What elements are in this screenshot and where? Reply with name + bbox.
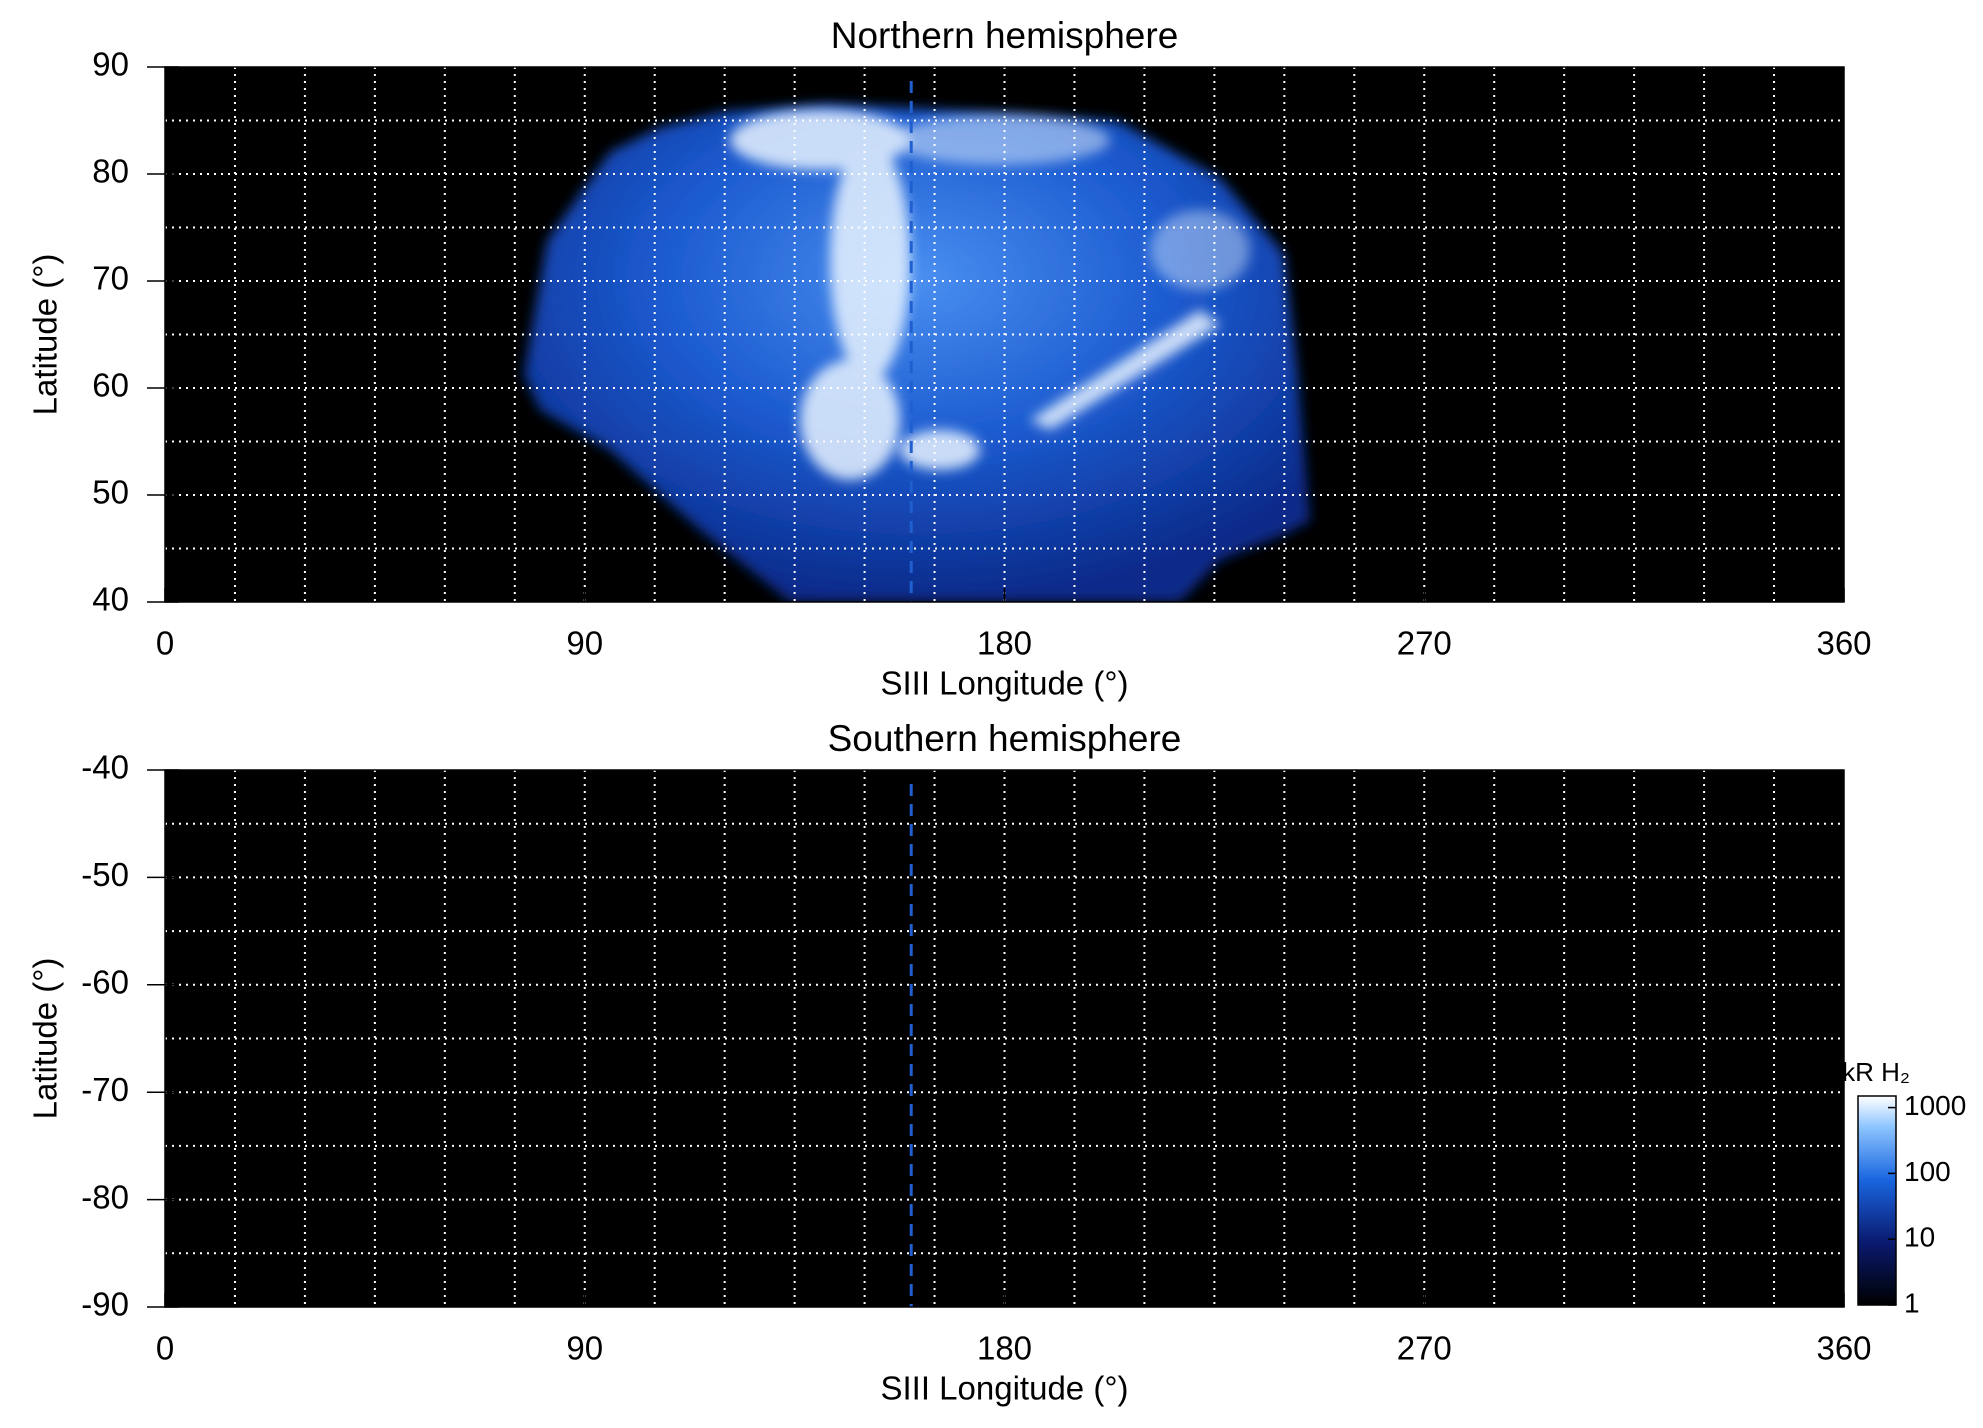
x-tick-label: 360 xyxy=(1816,1330,1871,1367)
y-axis-label: Latitude (°) xyxy=(27,254,64,416)
y-tick-label: 80 xyxy=(92,153,129,190)
y-tick-label: 40 xyxy=(92,581,129,618)
x-tick-label: 90 xyxy=(566,1330,603,1367)
colorbar-label: kR H₂ xyxy=(1842,1057,1910,1087)
y-tick-label: -90 xyxy=(81,1286,129,1323)
colorbar xyxy=(1857,1095,1897,1306)
x-tick-label: 270 xyxy=(1397,1330,1452,1367)
x-tick-label: 90 xyxy=(566,625,603,662)
x-tick-label: 180 xyxy=(977,625,1032,662)
y-tick-label: 90 xyxy=(92,46,129,83)
y-tick-label: -60 xyxy=(81,964,129,1001)
x-tick-label: 0 xyxy=(156,1330,174,1367)
colorbar-tick-label: 10 xyxy=(1904,1222,1935,1253)
y-tick-label: -50 xyxy=(81,856,129,893)
x-tick-label: 180 xyxy=(977,1330,1032,1367)
colorbar-tick-label: 100 xyxy=(1904,1156,1951,1187)
y-tick-label: -70 xyxy=(81,1071,129,1108)
y-tick-label: 70 xyxy=(92,260,129,297)
y-tick-label: 50 xyxy=(92,474,129,511)
y-tick-label: -40 xyxy=(81,749,129,786)
x-axis-label: SIII Longitude (°) xyxy=(881,1370,1129,1407)
aurora-image xyxy=(524,104,1310,602)
y-tick-label: -80 xyxy=(81,1178,129,1215)
plot-area xyxy=(165,770,1844,1307)
x-tick-label: 0 xyxy=(156,625,174,662)
chart-title: Southern hemisphere xyxy=(828,718,1182,759)
x-tick-label: 270 xyxy=(1397,625,1452,662)
x-tick-label: 360 xyxy=(1816,625,1871,662)
y-axis-label: Latitude (°) xyxy=(27,958,64,1120)
colorbar-tick-label: 1 xyxy=(1904,1287,1920,1318)
x-axis-label: SIII Longitude (°) xyxy=(881,665,1129,702)
colorbar-tick-label: 1000 xyxy=(1904,1090,1966,1121)
chart-title: Northern hemisphere xyxy=(831,15,1179,56)
y-tick-label: 60 xyxy=(92,367,129,404)
